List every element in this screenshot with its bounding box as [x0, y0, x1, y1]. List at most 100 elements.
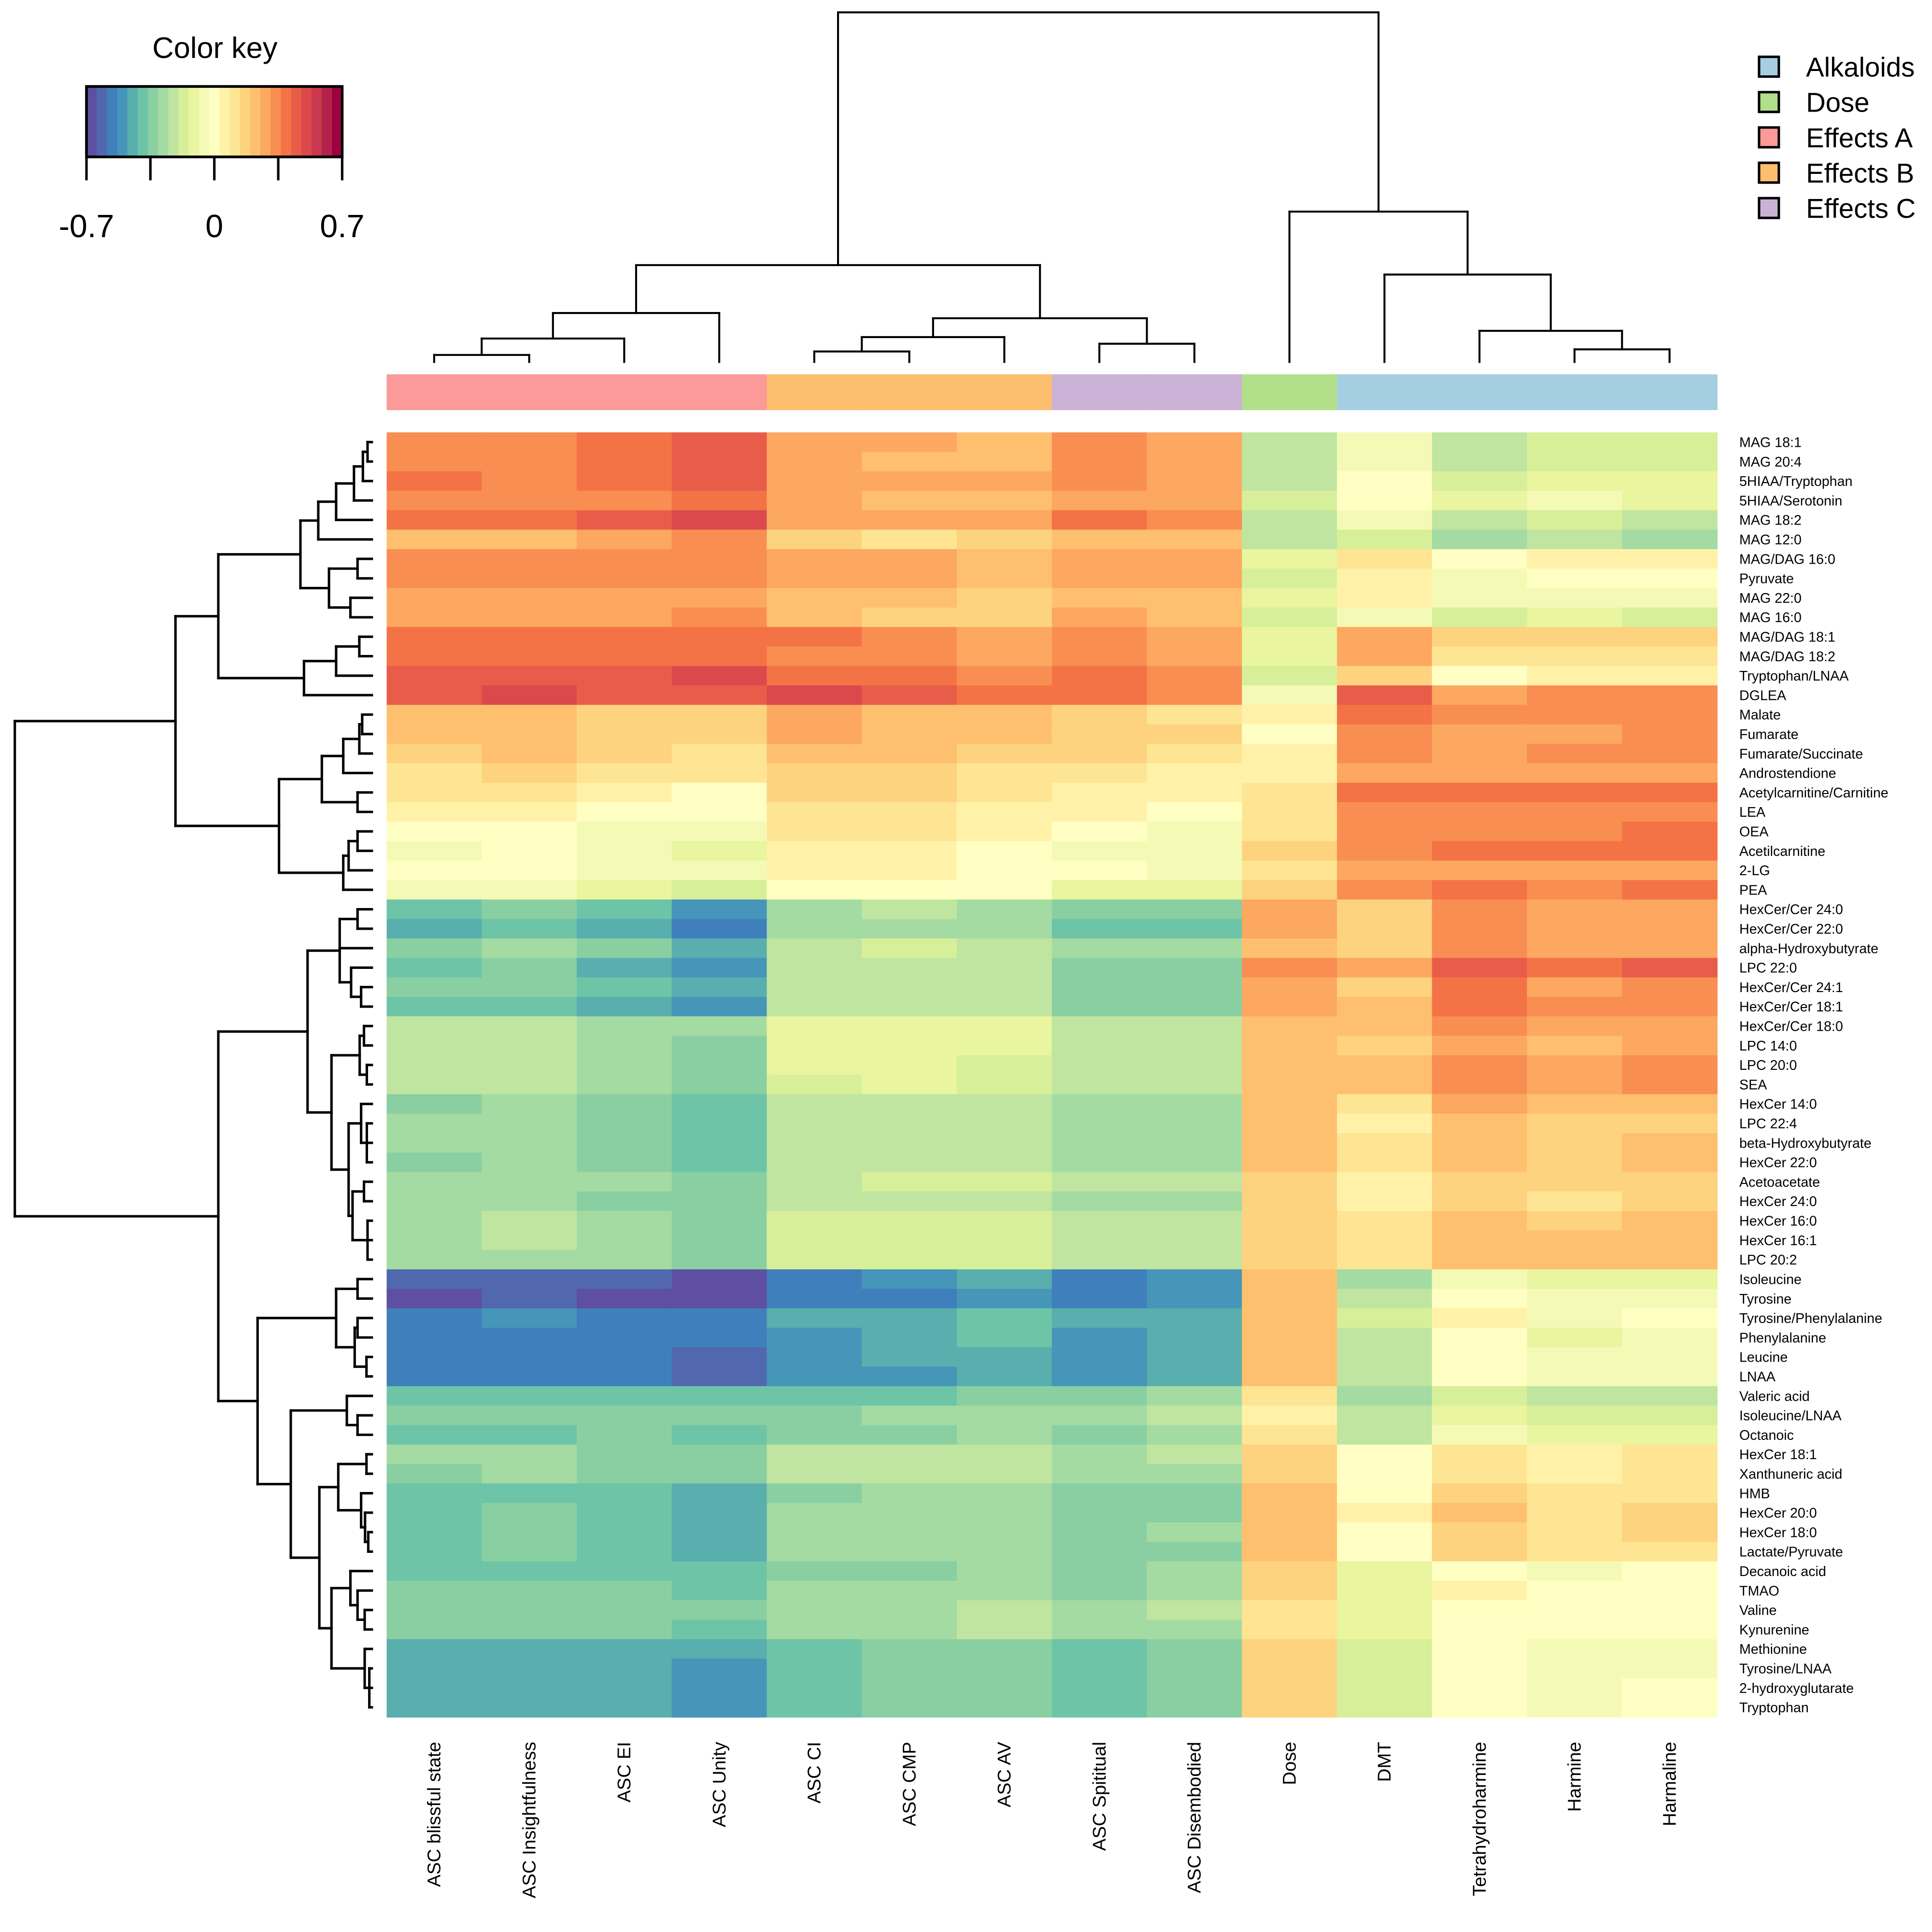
row-label: Acetylcarnitine/Carnitine — [1739, 785, 1889, 801]
heatmap-cell — [386, 1016, 483, 1037]
heatmap-cell — [1527, 1327, 1623, 1348]
heatmap-cell — [862, 1600, 958, 1620]
heatmap-cell — [1051, 860, 1148, 881]
heatmap-cell — [386, 1366, 483, 1387]
heatmap-cell — [862, 1697, 958, 1718]
heatmap-cell — [1147, 568, 1243, 589]
heatmap-cell — [482, 1503, 578, 1523]
heatmap-cell — [1527, 1619, 1623, 1640]
legend-swatch — [1758, 161, 1780, 184]
heatmap-cell — [1622, 666, 1718, 686]
heatmap-cell — [1242, 1619, 1338, 1640]
heatmap-cell — [1242, 1347, 1338, 1367]
row-label: Tyrosine/LNAA — [1739, 1661, 1832, 1676]
heatmap-cell — [957, 996, 1052, 1017]
heatmap-cell — [1527, 996, 1623, 1017]
heatmap-cell — [1527, 1386, 1623, 1406]
heatmap-cell — [386, 1036, 483, 1056]
heatmap-cell — [577, 646, 672, 667]
heatmap-cell — [1336, 899, 1433, 920]
heatmap-cell — [1051, 432, 1148, 453]
heatmap-cell — [482, 1327, 578, 1348]
heatmap-cell — [1242, 822, 1338, 842]
heatmap-cell — [671, 841, 767, 861]
heatmap-cell — [1336, 510, 1433, 530]
heatmap-cell — [1432, 860, 1528, 881]
heatmap-cell — [671, 471, 767, 492]
heatmap-cell — [862, 1289, 958, 1309]
heatmap-cell — [1147, 1503, 1243, 1523]
heatmap-cell — [577, 724, 672, 744]
heatmap-cell — [1051, 1483, 1148, 1504]
heatmap-cell — [1432, 1619, 1528, 1640]
heatmap-cell — [1432, 1444, 1528, 1465]
heatmap-cell — [1051, 1542, 1148, 1562]
heatmap-cell — [1242, 1191, 1338, 1212]
color-key-bin — [117, 86, 128, 157]
heatmap-cell — [1432, 510, 1528, 530]
heatmap-cell — [1147, 977, 1243, 997]
heatmap-cell — [957, 1113, 1052, 1134]
heatmap-cell — [1432, 529, 1528, 550]
heatmap-cell — [1336, 1444, 1433, 1465]
heatmap-cell — [482, 1172, 578, 1192]
heatmap-cell — [1622, 1659, 1718, 1679]
heatmap-cell — [1147, 1522, 1243, 1543]
color-key: Color key -0.7 0 0.7 — [59, 31, 365, 244]
heatmap-cell — [767, 529, 863, 550]
heatmap-cell — [671, 782, 767, 803]
heatmap-cell — [386, 549, 483, 569]
heatmap-cell — [767, 510, 863, 530]
heatmap-cell — [1242, 880, 1338, 900]
heatmap-cell — [1622, 1639, 1718, 1660]
heatmap-cell — [862, 452, 958, 472]
heatmap-cell — [862, 1211, 958, 1231]
heatmap-cell — [577, 1561, 672, 1581]
heatmap-cell — [386, 1522, 483, 1543]
heatmap-cell — [862, 1366, 958, 1387]
heatmap-cell — [1622, 705, 1718, 725]
heatmap-cell — [1147, 1600, 1243, 1620]
heatmap-cell — [577, 996, 672, 1017]
row-label: Fumarate/Succinate — [1739, 746, 1863, 762]
heatmap-cell — [386, 1269, 483, 1290]
heatmap-cell — [1432, 919, 1528, 939]
heatmap-cell — [957, 1678, 1052, 1698]
heatmap-cell — [1336, 1250, 1433, 1270]
heatmap-cell — [1242, 588, 1338, 608]
heatmap-cell — [1051, 1016, 1148, 1037]
row-label: LPC 22:4 — [1739, 1116, 1797, 1132]
heatmap-cell — [1147, 841, 1243, 861]
heatmap-cell — [767, 1580, 863, 1601]
heatmap-cell — [1147, 491, 1243, 511]
heatmap-cell — [482, 549, 578, 569]
heatmap-cell — [862, 1230, 958, 1250]
row-label: HexCer 18:1 — [1739, 1447, 1817, 1463]
heatmap-cell — [957, 860, 1052, 881]
heatmap-cell — [1622, 1483, 1718, 1504]
heatmap-cell — [1527, 1347, 1623, 1367]
heatmap-cell — [1336, 1152, 1433, 1173]
heatmap-cell — [1242, 471, 1338, 492]
heatmap-cell — [1432, 1152, 1528, 1173]
heatmap-cell — [1051, 1464, 1148, 1484]
heatmap-cell — [1622, 1580, 1718, 1601]
heatmap-cell — [1336, 1016, 1433, 1037]
heatmap-cell — [957, 1250, 1052, 1270]
heatmap-cell — [1432, 1133, 1528, 1153]
heatmap-cell — [1622, 1366, 1718, 1387]
heatmap-cell — [1242, 1113, 1338, 1134]
heatmap-cell — [767, 666, 863, 686]
column-label: ASC AV — [994, 1742, 1015, 1807]
heatmap-cell — [386, 568, 483, 589]
row-label: HexCer/Cer 24:1 — [1739, 980, 1843, 995]
heatmap-cell — [1622, 685, 1718, 706]
heatmap-cell — [957, 1075, 1052, 1095]
heatmap-cell — [577, 1659, 672, 1679]
heatmap-cell — [1051, 1347, 1148, 1367]
row-label: Valeric acid — [1739, 1389, 1810, 1404]
heatmap-cell — [386, 1561, 483, 1581]
heatmap-cell — [1051, 529, 1148, 550]
heatmap-cell — [1527, 938, 1623, 959]
heatmap-cell — [671, 666, 767, 686]
